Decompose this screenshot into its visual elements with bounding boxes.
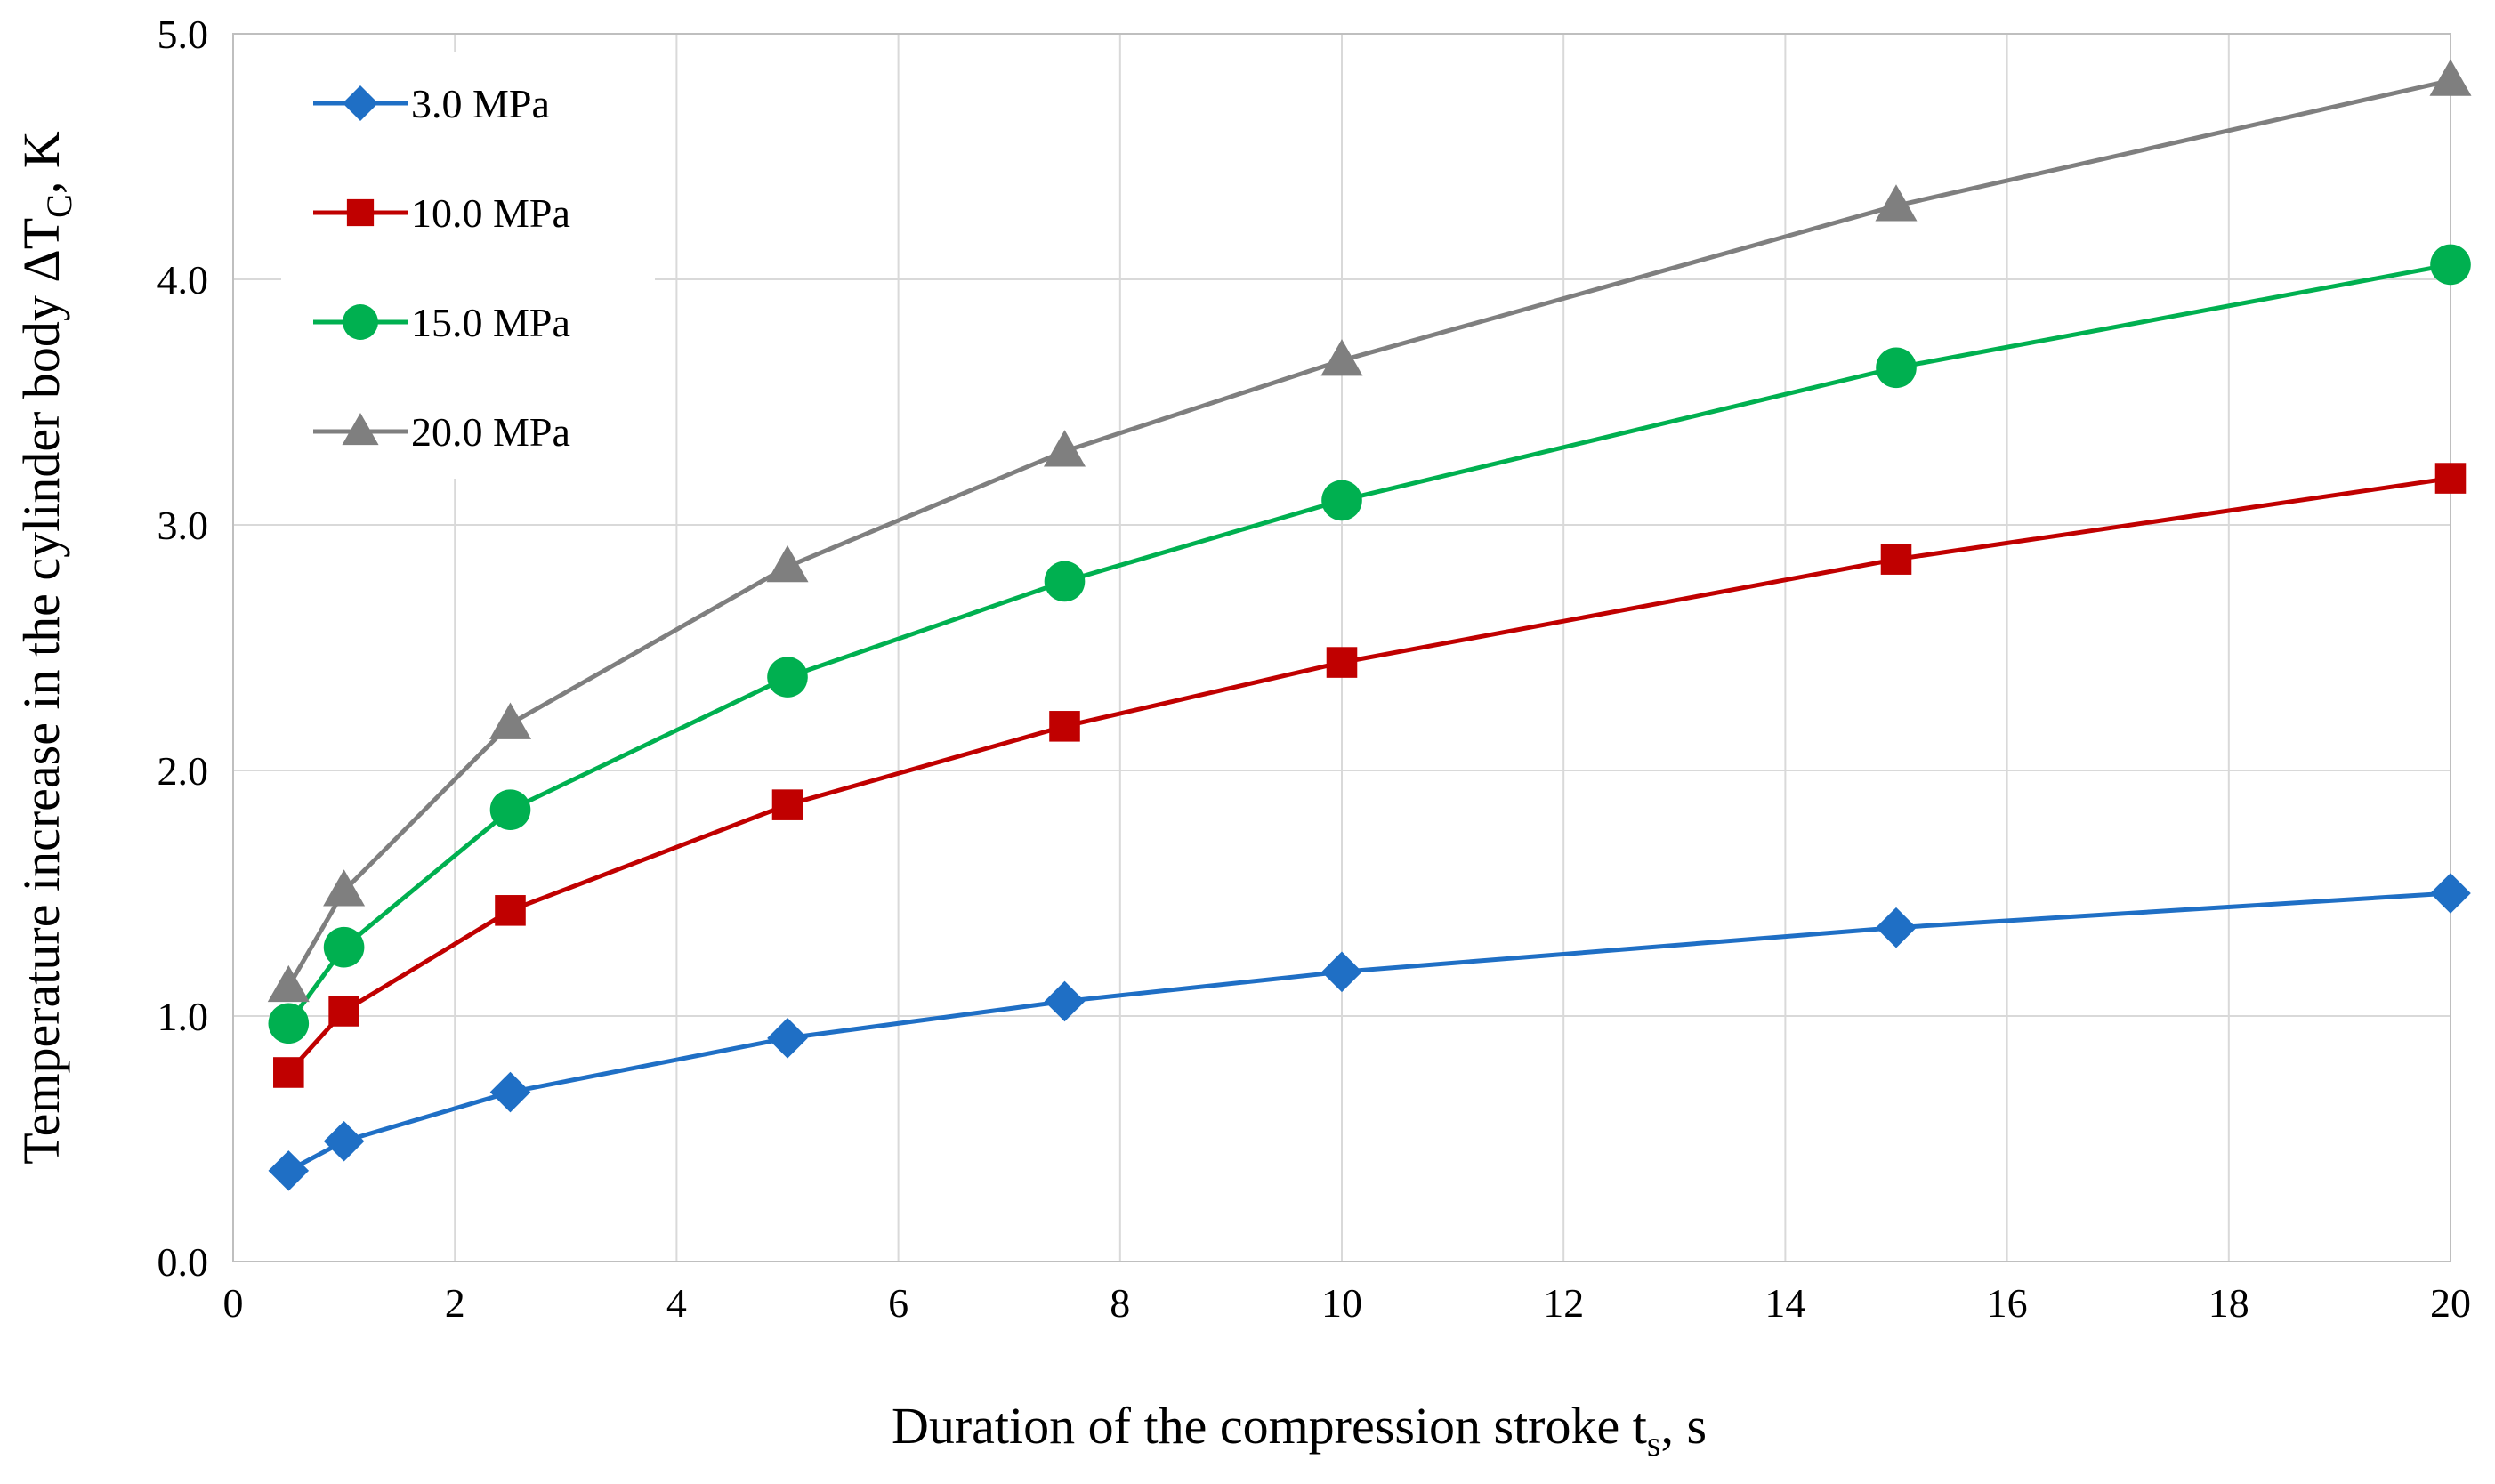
series-line <box>287 78 2451 988</box>
legend-marker <box>343 85 378 121</box>
data-point <box>267 964 310 1003</box>
data-point <box>2434 463 2467 494</box>
data-point <box>489 702 532 739</box>
data-point <box>1043 430 1086 467</box>
x-tick-label: 8 <box>1110 1280 1130 1326</box>
series-3-0-mpa <box>268 873 2471 1191</box>
data-point <box>2430 873 2471 914</box>
x-axis-title-subscript: s <box>1647 1424 1661 1464</box>
x-axis-title-main: Duration of the compression stroke t <box>892 1397 1647 1455</box>
data-point <box>323 869 366 907</box>
legend: 3.0 MPa 10.0 MPa 15.0 MPa 20.0 MPa <box>281 52 655 479</box>
data-point <box>2429 59 2472 96</box>
data-point <box>328 996 359 1027</box>
data-point <box>767 657 808 698</box>
data-point <box>323 1120 365 1162</box>
data-point <box>766 544 809 583</box>
data-point <box>268 1150 310 1191</box>
data-point <box>1880 544 1912 575</box>
series-line <box>287 891 2451 1173</box>
x-tick-label: 0 <box>223 1280 244 1326</box>
data-point <box>1044 980 1086 1022</box>
data-point <box>1044 561 1086 602</box>
data-point <box>268 1003 310 1044</box>
series-20-0-mpa <box>267 59 2472 1003</box>
x-axis-title: Duration of the compression stroke ts, s <box>892 1397 1707 1464</box>
data-point <box>1049 711 1080 742</box>
x-tick-label: 4 <box>666 1280 687 1326</box>
series-line <box>287 262 2451 1025</box>
data-point <box>489 1071 531 1113</box>
data-point <box>1875 184 1918 222</box>
data-point <box>273 1057 304 1088</box>
legend-label: 3.0 MPa <box>411 81 550 126</box>
y-tick-label: 1.0 <box>157 994 209 1039</box>
y-axis-title-main: Temperature increase in the cylinder bod… <box>12 218 70 1165</box>
x-tick-label: 20 <box>2430 1280 2471 1326</box>
legend-marker <box>346 198 375 227</box>
y-axis-title-subscript: C <box>39 194 79 218</box>
data-point <box>495 895 526 926</box>
data-point <box>2430 244 2471 286</box>
series-10-0-mpa <box>273 463 2467 1088</box>
x-tick-label: 10 <box>1321 1280 1362 1326</box>
legend-marker <box>343 304 378 340</box>
x-tick-label: 14 <box>1764 1280 1805 1326</box>
data-point <box>1320 339 1363 376</box>
legend-marker <box>342 413 379 446</box>
x-tick-label: 18 <box>2208 1280 2249 1326</box>
plot-area-border <box>232 33 2451 1262</box>
legend-item: 20.0 MPa <box>313 409 570 455</box>
legend-item: 15.0 MPa <box>313 300 570 345</box>
y-tick-label: 0.0 <box>157 1239 209 1285</box>
data-point <box>771 789 803 820</box>
legend-label: 10.0 MPa <box>411 190 570 236</box>
legend-background <box>281 52 655 479</box>
series-group <box>267 59 2472 1191</box>
legend-item: 3.0 MPa <box>313 81 550 126</box>
data-point <box>1321 480 1362 521</box>
data-point <box>1326 647 1358 678</box>
data-point <box>1876 347 1917 389</box>
x-axis-title-suffix: , s <box>1660 1397 1707 1455</box>
data-point <box>1876 907 1917 948</box>
x-tick-label: 2 <box>445 1280 465 1326</box>
series-15-0-mpa <box>268 244 2471 1044</box>
tick-labels: 0 2 4 6 8 10 12 14 16 18 20 0.0 1.0 2.0 3.0 4.0 5.0 <box>157 12 2472 1326</box>
data-point <box>323 926 365 968</box>
x-tick-label: 12 <box>1543 1280 1584 1326</box>
legend-item: 10.0 MPa <box>313 190 570 236</box>
series-line <box>287 476 2451 1075</box>
y-axis-title: Temperature increase in the cylinder bod… <box>12 131 79 1165</box>
y-tick-label: 4.0 <box>157 257 209 302</box>
legend-label: 20.0 MPa <box>411 409 570 455</box>
data-point <box>489 789 531 830</box>
y-tick-label: 5.0 <box>157 12 209 57</box>
y-tick-label: 3.0 <box>157 503 209 548</box>
legend-label: 15.0 MPa <box>411 300 570 345</box>
y-tick-label: 2.0 <box>157 748 209 794</box>
x-tick-label: 6 <box>888 1280 908 1326</box>
data-point <box>1321 951 1362 993</box>
y-axis-title-suffix: , K <box>12 131 70 194</box>
data-point <box>767 1018 808 1059</box>
x-tick-label: 16 <box>1987 1280 2028 1326</box>
